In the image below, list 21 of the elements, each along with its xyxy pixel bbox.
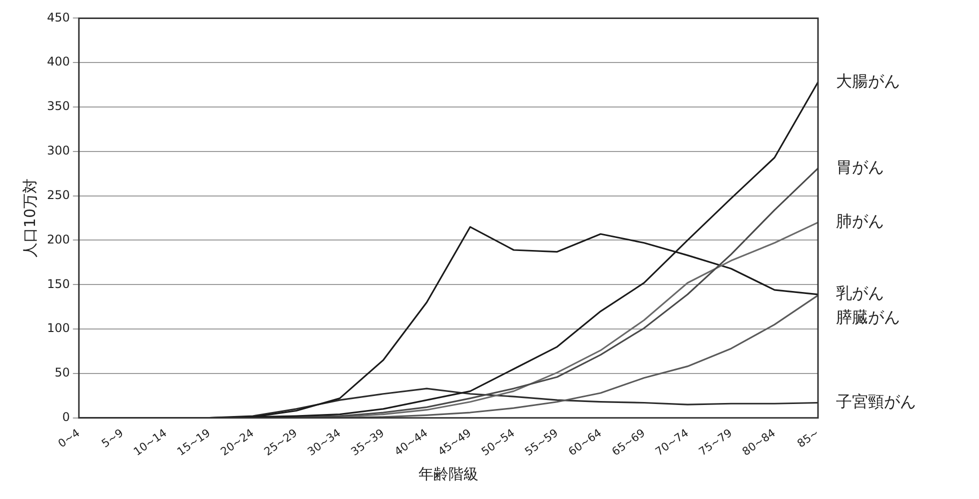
series-label: 乳がん bbox=[836, 284, 884, 303]
y-tick-label: 400 bbox=[47, 54, 70, 69]
y-tick-label: 50 bbox=[54, 366, 70, 380]
y-tick-label: 200 bbox=[47, 232, 70, 246]
series-label: 大腸がん bbox=[836, 71, 900, 90]
x-tick-label: 0~4 bbox=[56, 426, 82, 450]
y-tick-label: 250 bbox=[47, 188, 70, 202]
y-tick-label: 100 bbox=[47, 321, 70, 336]
x-axis-title: 年齢階級 bbox=[418, 464, 478, 483]
series-label: 胃がん bbox=[836, 157, 884, 176]
y-tick-label: 450 bbox=[47, 10, 70, 24]
y-tick-label: 0 bbox=[62, 410, 70, 424]
y-tick-label: 350 bbox=[47, 99, 70, 114]
x-tick-label: 5~9 bbox=[99, 426, 126, 450]
y-axis-title: 人口10万対 bbox=[20, 178, 39, 258]
x-tick-label: 85~ bbox=[794, 426, 822, 450]
y-tick-label: 300 bbox=[47, 144, 70, 158]
series-label: 子宮頸がん bbox=[836, 392, 916, 411]
y-tick-label: 150 bbox=[47, 276, 70, 291]
series-label: 膵臓がん bbox=[836, 308, 900, 327]
series-label: 肺がん bbox=[836, 212, 884, 231]
